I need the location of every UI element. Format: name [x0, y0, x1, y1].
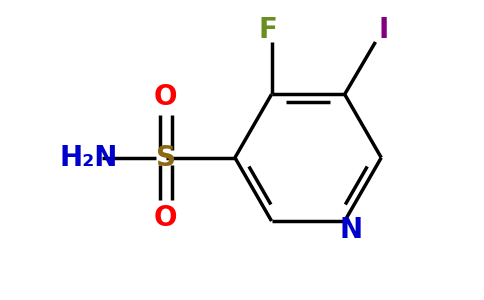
Text: H₂N: H₂N — [60, 144, 118, 172]
Text: I: I — [378, 16, 388, 44]
Text: F: F — [258, 16, 277, 44]
Text: N: N — [339, 216, 363, 244]
Text: O: O — [154, 83, 178, 111]
Text: S: S — [156, 144, 176, 172]
Text: O: O — [154, 205, 178, 232]
